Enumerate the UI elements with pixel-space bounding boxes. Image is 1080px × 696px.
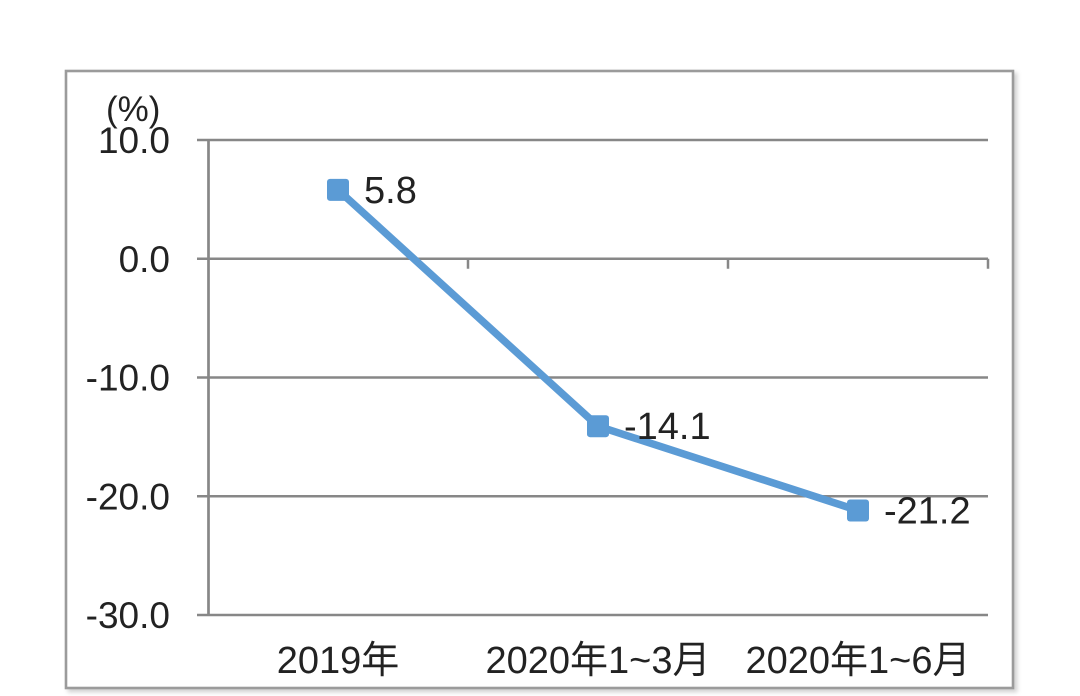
data-point-label: -21.2 [884,491,971,533]
data-point-marker [327,178,349,201]
y-tick-label: -20.0 [86,476,170,517]
data-point-marker [847,499,869,522]
x-tick-labels: 2019年 2020年1~3月 2020年1~6月 [277,640,971,682]
y-tick-label: -10.0 [86,358,170,399]
y-tick-label: -30.0 [86,595,170,636]
data-point-marker [587,415,609,438]
chart-frame [64,69,1015,690]
y-axis-unit-label: (%) [106,90,160,129]
category-ticks [466,258,990,269]
data-point-label: -14.1 [624,406,711,448]
y-tick-labels: 10.0 0.0 -10.0 -20.0 -30.0 [86,120,170,636]
x-tick-label: 2020年1~6月 [746,640,971,682]
data-point-label: 5.8 [364,170,417,212]
gridlines [197,138,988,617]
y-tick-label: 0.0 [119,239,170,280]
x-tick-label: 2019年 [277,640,400,682]
data-markers [327,178,869,522]
y-tick-label: 10.0 [98,120,170,161]
x-tick-label: 2020年1~3月 [486,640,711,682]
data-labels: 5.8 -14.1 -21.2 [364,170,971,533]
